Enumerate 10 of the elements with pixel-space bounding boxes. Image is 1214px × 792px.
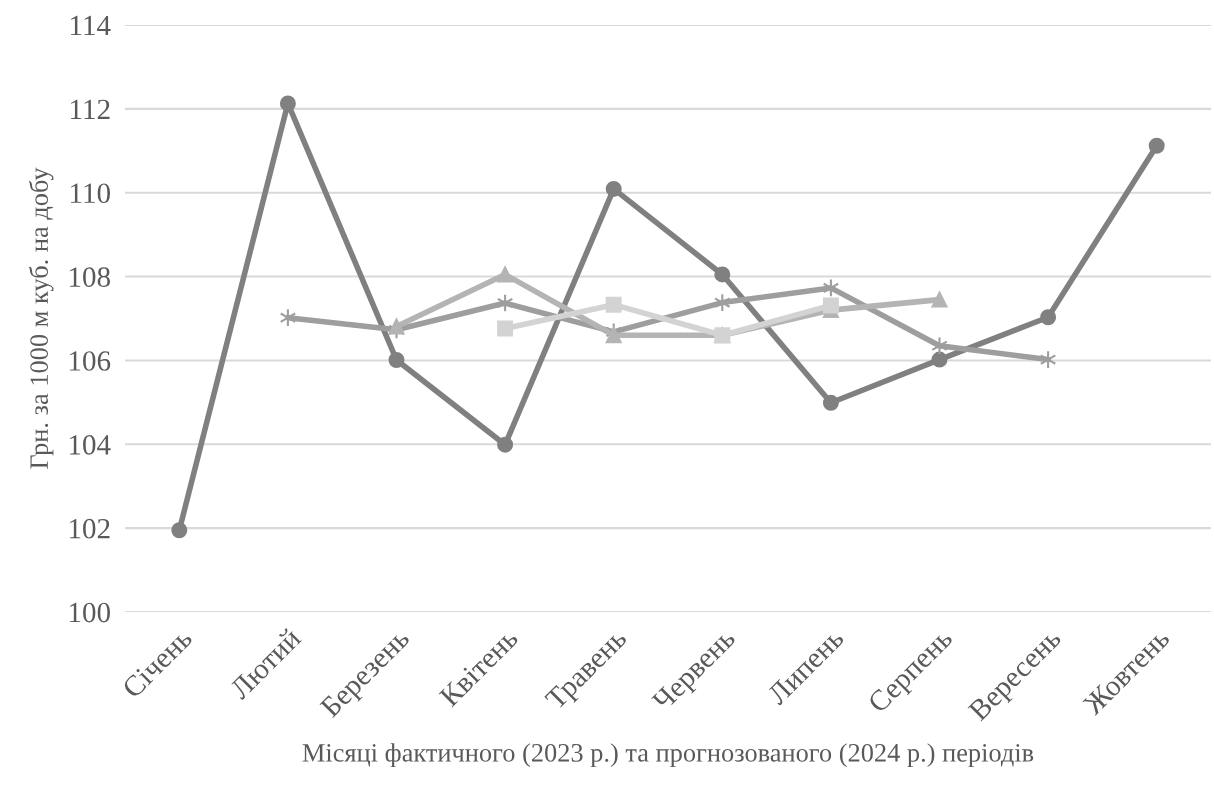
y-tick-label: 114	[71, 15, 111, 36]
y-tick-label: 104	[69, 435, 111, 455]
y-axis-title: Грн. за 1000 м куб. на добу	[28, 167, 54, 469]
y-tick-label: 110	[71, 183, 110, 204]
y-tick-label: 102	[69, 518, 110, 539]
x-axis-title: Місяці фактичного (2023 р.) та прогнозованого (2024 р.) періодів	[302, 743, 1034, 768]
y-tick-label: 112	[71, 99, 110, 119]
y-tick-label: 100	[69, 602, 110, 623]
y-tick-label: 106	[69, 351, 111, 371]
y-tick-label: 108	[69, 267, 110, 287]
